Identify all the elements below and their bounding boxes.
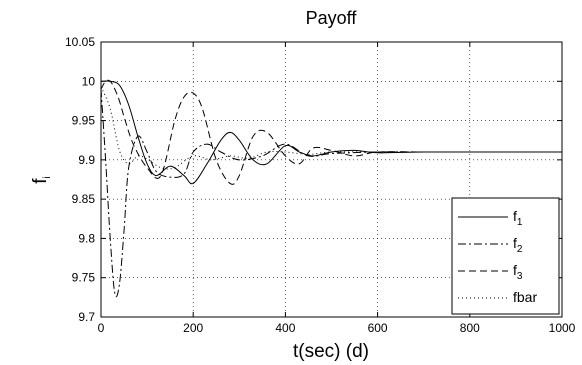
legend-label-1: f1 <box>513 208 523 228</box>
y-tick-label: 9.85 <box>72 192 96 206</box>
legend-label-sub: 2 <box>517 244 523 255</box>
x-tick-label: 200 <box>183 321 203 335</box>
x-axis-label: t(sec) (d) <box>293 341 369 362</box>
y-axis-label-sub: i <box>42 176 53 178</box>
x-tick-label: 400 <box>275 321 295 335</box>
y-tick-label: 10 <box>82 74 96 88</box>
legend-box <box>451 197 560 315</box>
x-tick-label: 1000 <box>549 321 576 335</box>
y-tick-label: 9.7 <box>78 310 95 324</box>
y-tick-label: 9.8 <box>78 231 95 245</box>
series-line-1 <box>100 80 562 185</box>
legend-label-4: fbar <box>513 289 537 305</box>
x-tick-label: 0 <box>98 321 105 335</box>
chart-title: Payoff <box>306 8 358 28</box>
y-axis-label-main: f <box>30 178 51 184</box>
legend-label-2: f2 <box>513 235 523 255</box>
x-tick-label: 800 <box>460 321 480 335</box>
series-line-4 <box>100 86 562 170</box>
legend-label-main: f <box>513 235 517 251</box>
y-axis-label: fi <box>30 176 53 184</box>
axes-frame <box>100 41 563 318</box>
y-tick-label: 10.05 <box>65 35 95 49</box>
y-tick-label: 9.75 <box>72 271 96 285</box>
legend-label-main: f <box>513 262 517 278</box>
legend-label-sub: 3 <box>517 271 523 282</box>
legend-label-main: f <box>513 208 517 224</box>
y-tick-label: 9.9 <box>78 153 95 167</box>
y-tick-label: 9.95 <box>72 114 96 128</box>
x-tick-label: 600 <box>368 321 388 335</box>
legend-label-3: f3 <box>513 262 523 282</box>
axis-ticks: 0 200 400 600 800 1000 9.7 9.75 9.8 9.85 9.9 9.95 10… <box>65 35 576 335</box>
series-line-3 <box>100 79 562 185</box>
legend-label-sub: 1 <box>517 217 523 228</box>
legend-label-main: fbar <box>513 289 537 305</box>
plot-series <box>100 79 562 298</box>
